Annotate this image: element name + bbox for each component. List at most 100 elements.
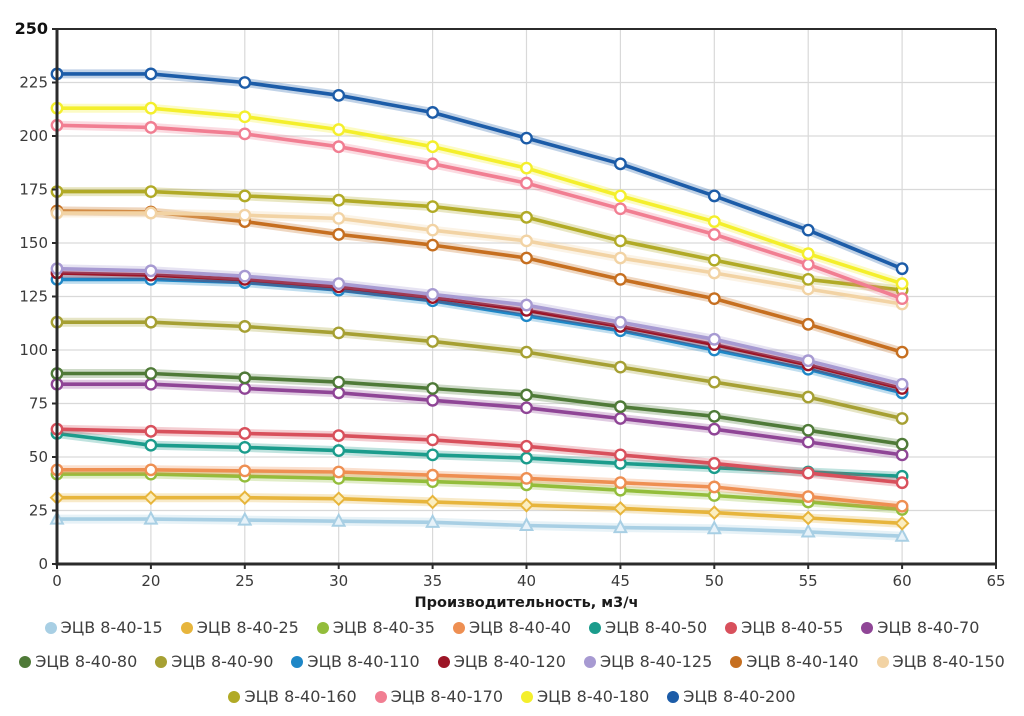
data-point (707, 253, 721, 267)
data-point (426, 223, 439, 237)
data-point (144, 463, 158, 477)
legend-swatch-icon (291, 656, 304, 668)
legend-item: ЭЦВ 8-40-200 (667, 680, 796, 714)
data-point (614, 272, 627, 286)
series-line (57, 189, 903, 292)
series-line (56, 266, 903, 386)
data-point (144, 67, 158, 81)
legend-label: ЭЦВ 8-40-70 (877, 617, 980, 637)
series-line (57, 211, 903, 306)
data-point (801, 435, 815, 449)
data-point (426, 448, 439, 462)
x-tick-label: 60 (893, 572, 912, 590)
data-point (801, 257, 815, 271)
data-point (332, 386, 346, 400)
data-point (894, 515, 910, 531)
legend-label: ЭЦВ 8-40-55 (741, 617, 844, 637)
data-point (895, 448, 909, 462)
data-point (707, 409, 721, 423)
data-point (614, 234, 627, 248)
series-line (57, 320, 903, 421)
legend-item: ЭЦВ 8-40-170 (374, 680, 503, 714)
series-line (57, 517, 903, 538)
legend-swatch-icon (730, 656, 743, 668)
x-tick-label: 40 (517, 572, 536, 590)
series-line (57, 371, 903, 446)
legend-swatch-icon (155, 656, 168, 668)
data-point (707, 422, 721, 436)
data-point (332, 465, 346, 479)
data-point (614, 448, 627, 462)
data-point (238, 127, 252, 141)
data-point (238, 208, 252, 222)
data-point (426, 335, 439, 348)
data-point (332, 228, 346, 241)
legend-swatch-icon (19, 656, 32, 668)
data-point (426, 287, 439, 301)
legend-swatch-icon (589, 621, 602, 634)
legend-item: ЭЦВ 8-40-140 (730, 645, 859, 679)
legend-item: ЭЦВ 8-40-90 (155, 645, 273, 679)
x-tick-label: 50 (705, 572, 724, 590)
legend-swatch-icon (521, 690, 533, 703)
legend-item: ЭЦВ 8-40-50 (589, 611, 707, 645)
x-tick-label: 0 (52, 572, 62, 590)
legend-swatch-icon (316, 621, 329, 634)
legend-label: ЭЦВ 8-40-50 (605, 617, 708, 637)
y-tick-label: 25 (29, 502, 48, 520)
data-point (426, 106, 439, 119)
series-line (57, 382, 903, 457)
data-point (144, 438, 158, 452)
data-point (895, 437, 909, 451)
legend-label: ЭЦВ 8-40-170 (390, 686, 503, 706)
data-point (894, 527, 910, 542)
data-point (426, 200, 439, 214)
data-point (707, 480, 721, 494)
data-point (519, 497, 534, 513)
series-line (57, 277, 903, 395)
data-point (801, 317, 815, 331)
data-point (331, 491, 347, 507)
data-point (238, 371, 252, 385)
data-point (614, 412, 627, 425)
data-point (520, 176, 533, 190)
data-point (707, 189, 721, 203)
data-point (614, 189, 627, 203)
data-point (801, 423, 815, 437)
legend-swatch-icon (180, 621, 193, 634)
series-line (56, 209, 903, 354)
legend-label: ЭЦВ 8-40-160 (244, 686, 357, 706)
data-point (238, 320, 252, 333)
y-tick-label: 100 (19, 341, 48, 359)
series-line (56, 123, 903, 301)
legend-swatch-icon (228, 690, 241, 703)
data-point (331, 512, 347, 527)
data-point (238, 427, 252, 440)
data-point (801, 354, 815, 368)
x-tick-label: 25 (235, 572, 254, 590)
data-point (332, 375, 346, 389)
data-point (144, 185, 158, 199)
data-point (707, 292, 721, 306)
data-point (520, 451, 533, 465)
legend-swatch-icon (583, 656, 596, 668)
data-point (895, 412, 909, 425)
data-point (895, 377, 909, 391)
data-point (426, 238, 439, 252)
data-point (614, 360, 627, 374)
data-point (144, 377, 158, 391)
y-tick-label: 200 (19, 127, 48, 145)
legend-label: ЭЦВ 8-40-180 (537, 686, 650, 706)
data-point (801, 223, 815, 237)
data-point (895, 277, 909, 291)
data-point (144, 206, 158, 220)
data-point (332, 211, 346, 225)
y-tick-label: 125 (19, 288, 48, 306)
data-point (614, 202, 627, 216)
data-point (518, 516, 535, 532)
data-point (426, 140, 439, 154)
y-tick-label: 0 (38, 555, 48, 573)
data-point (520, 251, 533, 265)
legend-label: ЭЦВ 8-40-35 (332, 617, 435, 637)
data-point (520, 345, 533, 359)
